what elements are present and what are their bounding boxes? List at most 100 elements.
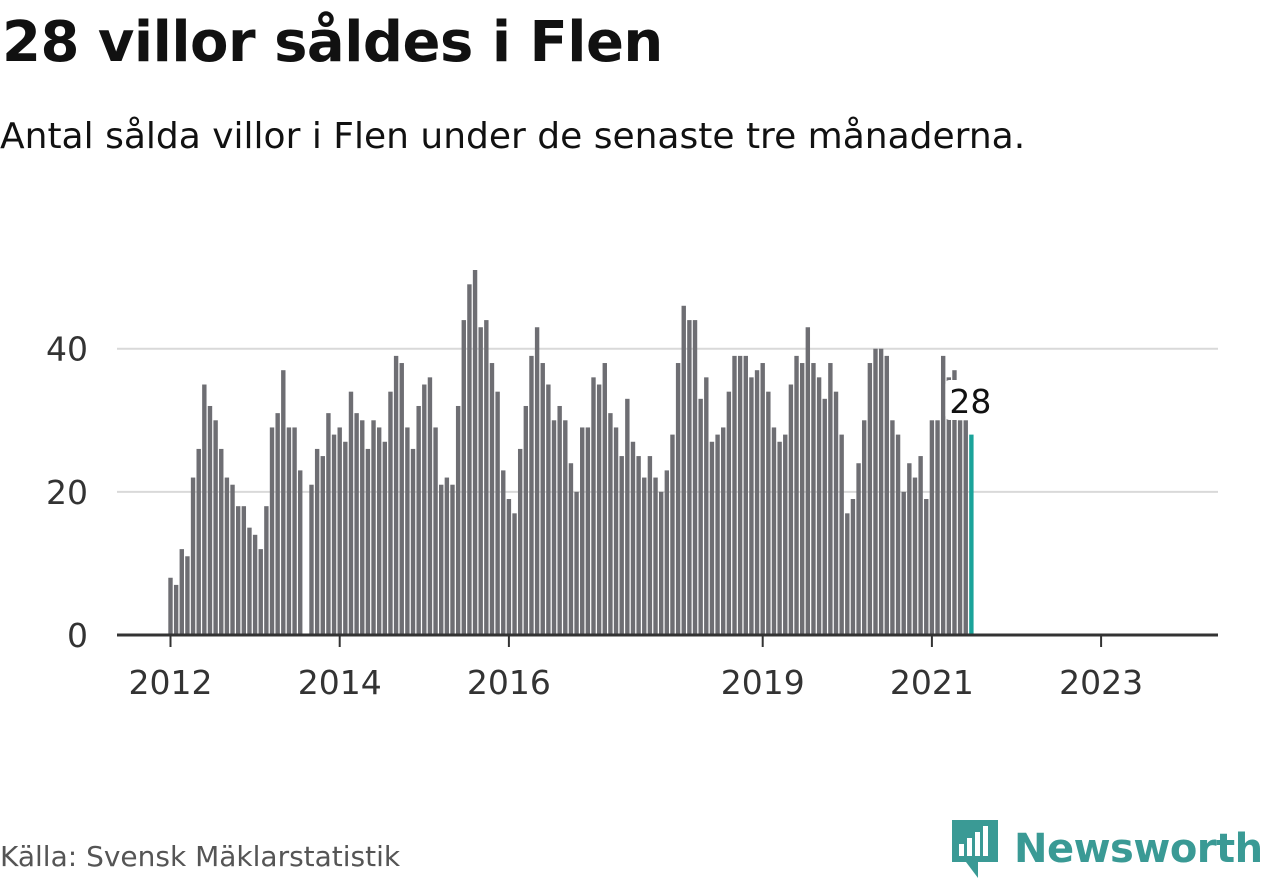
bar <box>337 427 342 635</box>
highlight-label-bg <box>945 380 996 420</box>
bar <box>506 499 512 635</box>
bar <box>647 456 653 635</box>
bar <box>269 427 275 635</box>
bar <box>636 456 641 635</box>
bar <box>845 513 850 635</box>
x-tick-label: 2019 <box>721 663 805 702</box>
bar <box>952 370 957 635</box>
bar <box>371 420 376 635</box>
bar <box>320 456 325 635</box>
bar <box>326 413 331 635</box>
bar <box>495 391 500 635</box>
bar <box>376 427 382 635</box>
bar <box>732 355 737 635</box>
bar <box>642 477 647 635</box>
bar <box>343 441 348 635</box>
bar <box>574 491 579 635</box>
bar <box>619 456 624 635</box>
bar <box>489 363 495 635</box>
bar <box>219 448 224 635</box>
bar <box>360 420 365 635</box>
bar <box>450 484 455 635</box>
bar <box>185 556 190 635</box>
source-note: Källa: Svensk Mäklarstatistik <box>0 840 401 873</box>
bar <box>771 427 777 635</box>
bar <box>422 384 427 635</box>
chart-subtitle: Antal sålda villor i Flen under de senas… <box>0 116 1026 157</box>
bar <box>777 441 782 635</box>
bar <box>890 420 895 635</box>
bar <box>749 377 754 635</box>
bar <box>681 305 686 635</box>
bar <box>766 391 771 635</box>
bar <box>264 506 269 635</box>
bar <box>957 420 963 635</box>
bar <box>715 434 720 635</box>
bar <box>557 405 562 635</box>
bar <box>850 499 856 635</box>
highlight-value-label: 28 <box>949 382 991 421</box>
bar <box>608 413 613 635</box>
bar <box>258 549 263 635</box>
bar <box>743 355 748 635</box>
brand-logo[interactable]: Newsworthy <box>950 818 1262 880</box>
bar <box>613 427 619 635</box>
y-tick-label: 0 <box>67 616 88 655</box>
bar <box>298 470 303 635</box>
bar <box>788 384 794 635</box>
bar <box>247 527 252 635</box>
bar <box>692 320 698 635</box>
chart-title: 28 villor såldes i Flen <box>2 10 663 75</box>
bar <box>653 477 658 635</box>
y-tick-label: 20 <box>46 473 88 512</box>
bar <box>822 398 827 635</box>
bar <box>399 363 404 635</box>
bar <box>884 355 889 635</box>
bar <box>946 377 952 635</box>
bar <box>382 441 388 635</box>
bar <box>478 327 483 635</box>
bar <box>484 320 489 635</box>
bar-chart: 0 20 40 2012 2014 2016 2019 2021 2023 28 <box>46 270 1218 702</box>
bar-highlight <box>969 434 974 635</box>
bar <box>901 491 906 635</box>
bar <box>675 363 681 635</box>
bar <box>467 284 472 635</box>
bar <box>754 370 760 635</box>
bar <box>963 420 968 635</box>
bar <box>190 477 196 635</box>
bar <box>924 499 929 635</box>
bar <box>551 420 557 635</box>
bar <box>235 506 241 635</box>
brand-name: Newsworthy <box>1014 826 1262 872</box>
bar <box>309 484 314 635</box>
bar <box>862 420 867 635</box>
bar <box>196 448 201 635</box>
bar <box>314 448 320 635</box>
bar <box>439 484 444 635</box>
bar <box>867 363 873 635</box>
bar <box>179 549 184 635</box>
bar <box>664 470 670 635</box>
bar <box>546 384 551 635</box>
bar <box>427 377 433 635</box>
bar <box>726 391 732 635</box>
bar <box>709 441 715 635</box>
x-tick-label: 2014 <box>298 663 382 702</box>
bar <box>929 420 935 635</box>
bar <box>687 320 692 635</box>
bars <box>168 270 974 635</box>
bar <box>805 327 811 635</box>
bar <box>704 377 709 635</box>
bar <box>388 391 393 635</box>
x-axis: 2012 2014 2016 2019 2021 2023 <box>129 635 1143 702</box>
bar <box>331 434 337 635</box>
bar <box>405 427 410 635</box>
bar <box>281 370 286 635</box>
bar <box>348 391 354 635</box>
bar <box>625 398 630 635</box>
x-tick-label: 2023 <box>1059 663 1143 702</box>
bar <box>833 391 839 635</box>
bar <box>760 363 765 635</box>
bar <box>585 427 591 635</box>
